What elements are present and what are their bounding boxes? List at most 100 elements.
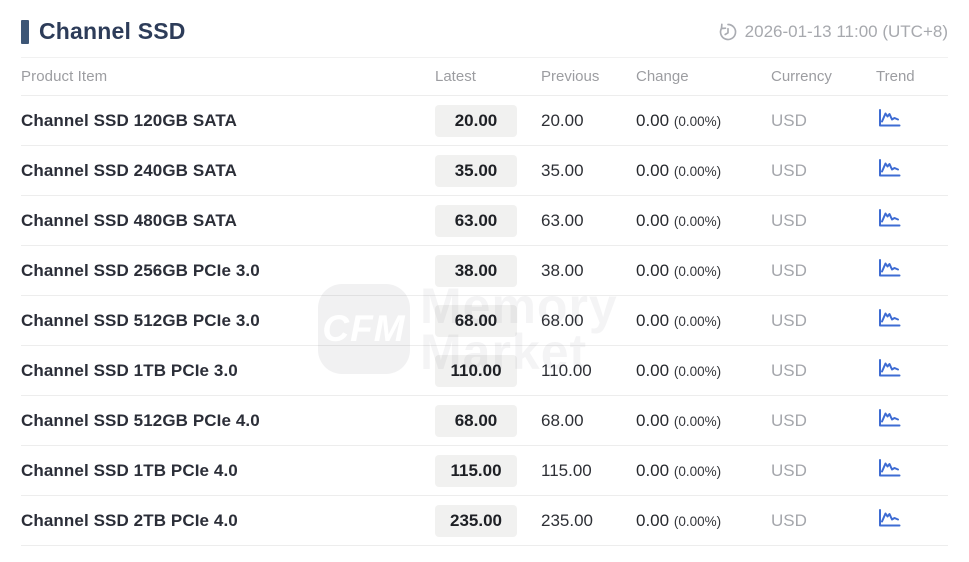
trend-chart-button[interactable] [876,107,903,129]
table-row: Channel SSD 120GB SATA 20.00 20.00 0.00 … [21,96,948,146]
previous-price: 38.00 [541,260,584,280]
table-row: Channel SSD 480GB SATA 63.00 63.00 0.00 … [21,196,948,246]
previous-price: 235.00 [541,510,593,530]
trend-cell [876,457,948,484]
latest-price-cell: 68.00 [435,304,541,337]
latest-price-badge: 235.00 [435,504,517,537]
currency: USD [771,510,807,530]
trend-chart-button[interactable] [876,307,903,329]
latest-price-badge: 63.00 [435,204,517,237]
line-chart-icon [879,159,901,177]
product-name: Channel SSD 2TB PCIe 4.0 [21,510,238,530]
latest-price-cell: 235.00 [435,504,541,537]
table-row: Channel SSD 512GB PCIe 4.0 68.00 68.00 0… [21,396,948,446]
latest-price-cell: 63.00 [435,204,541,237]
currency: USD [771,360,807,380]
table-row: Channel SSD 2TB PCIe 4.0 235.00 235.00 0… [21,496,948,546]
trend-cell [876,507,948,534]
currency: USD [771,160,807,180]
latest-price-badge: 38.00 [435,254,517,287]
column-header-product: Product Item [21,68,108,85]
price-change: 0.00 (0.00%) [636,111,771,131]
latest-price-badge: 35.00 [435,154,517,187]
previous-price: 63.00 [541,210,584,230]
trend-chart-button[interactable] [876,207,903,229]
trend-chart-button[interactable] [876,257,903,279]
latest-price-badge: 115.00 [435,454,517,487]
latest-price-cell: 115.00 [435,454,541,487]
line-chart-icon [879,259,901,277]
column-header-previous: Previous [541,68,600,85]
previous-price: 110.00 [541,360,592,380]
price-change: 0.00 (0.00%) [636,311,771,331]
table-row: Channel SSD 240GB SATA 35.00 35.00 0.00 … [21,146,948,196]
change-percent: (0.00%) [673,213,722,229]
change-value: 0.00 [636,410,670,430]
price-change: 0.00 (0.00%) [636,211,771,231]
trend-chart-button[interactable] [876,507,903,529]
currency: USD [771,260,807,280]
panel-header: Channel SSD 2026-01-13 11:00 (UTC+8) [21,0,948,57]
table-header-row: Product Item Latest Previous Change Curr… [21,57,948,96]
line-chart-icon [879,509,901,527]
latest-price-badge: 68.00 [435,404,517,437]
change-percent: (0.00%) [673,113,722,129]
line-chart-icon [879,359,901,377]
currency: USD [771,110,807,130]
line-chart-icon [879,409,901,427]
change-percent: (0.00%) [673,413,722,429]
previous-price: 115.00 [541,460,592,480]
trend-cell [876,207,948,234]
change-value: 0.00 [636,110,670,130]
trend-chart-button[interactable] [876,357,903,379]
change-percent: (0.00%) [673,163,722,179]
trend-chart-button[interactable] [876,407,903,429]
trend-chart-button[interactable] [876,157,903,179]
last-updated-timestamp: 2026-01-13 11:00 (UTC+8) [718,22,948,42]
trend-cell [876,307,948,334]
table-body: Channel SSD 120GB SATA 20.00 20.00 0.00 … [21,96,948,546]
latest-price-badge: 68.00 [435,304,517,337]
trend-cell [876,257,948,284]
product-name: Channel SSD 240GB SATA [21,160,238,180]
page-title: Channel SSD [39,18,186,44]
line-chart-icon [879,209,901,227]
table-row: Channel SSD 1TB PCIe 3.0 110.00 110.00 0… [21,346,948,396]
column-header-currency: Currency [771,68,832,85]
product-name: Channel SSD 512GB PCIe 3.0 [21,310,260,330]
latest-price-cell: 68.00 [435,404,541,437]
line-chart-icon [879,309,901,327]
product-name: Channel SSD 1TB PCIe 4.0 [21,460,238,480]
change-percent: (0.00%) [673,513,722,529]
change-value: 0.00 [636,310,670,330]
product-name: Channel SSD 120GB SATA [21,110,238,130]
table-row: Channel SSD 1TB PCIe 4.0 115.00 115.00 0… [21,446,948,496]
change-value: 0.00 [636,510,670,530]
trend-cell [876,157,948,184]
product-name: Channel SSD 1TB PCIe 3.0 [21,360,238,380]
latest-price-cell: 20.00 [435,104,541,137]
product-name: Channel SSD 512GB PCIe 4.0 [21,410,260,430]
line-chart-icon [879,109,901,127]
previous-price: 68.00 [541,410,584,430]
change-percent: (0.00%) [673,313,722,329]
previous-price: 20.00 [541,110,584,130]
trend-cell [876,407,948,434]
table-row: Channel SSD 512GB PCIe 3.0 68.00 68.00 0… [21,296,948,346]
price-change: 0.00 (0.00%) [636,261,771,281]
currency: USD [771,310,807,330]
line-chart-icon [879,459,901,477]
product-name: Channel SSD 480GB SATA [21,210,238,230]
change-value: 0.00 [636,460,670,480]
title-accent-bar [21,19,29,44]
price-change: 0.00 (0.00%) [636,511,771,531]
change-value: 0.00 [636,210,670,230]
change-percent: (0.00%) [673,263,722,279]
trend-chart-button[interactable] [876,457,903,479]
currency: USD [771,410,807,430]
latest-price-badge: 110.00 [435,354,517,387]
timestamp-text: 2026-01-13 11:00 (UTC+8) [744,21,948,41]
product-name: Channel SSD 256GB PCIe 3.0 [21,260,260,280]
trend-cell [876,107,948,134]
